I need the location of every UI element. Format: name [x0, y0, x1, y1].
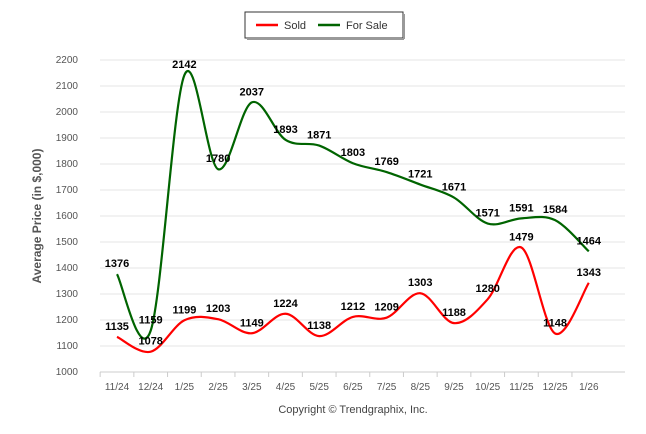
- data-label-sold: 1199: [172, 304, 196, 316]
- x-tick-label: 8/25: [411, 382, 431, 393]
- data-label-sold: 1138: [307, 320, 331, 332]
- data-label-for-sale: 1871: [307, 130, 331, 142]
- x-tick-label: 11/24: [105, 382, 130, 393]
- data-label-sold: 1078: [138, 336, 162, 348]
- data-label-for-sale: 2142: [172, 59, 196, 71]
- x-tick-label: 12/24: [138, 382, 163, 393]
- data-label-for-sale: 1571: [475, 208, 499, 220]
- data-label-sold: 1209: [374, 302, 398, 314]
- x-tick-label: 10/25: [475, 382, 500, 393]
- x-tick-label: 2/25: [208, 382, 228, 393]
- data-label-for-sale: 1671: [442, 182, 466, 194]
- y-tick-label: 2200: [56, 55, 79, 66]
- y-tick-label: 2000: [56, 107, 79, 118]
- data-label-for-sale: 1591: [509, 202, 533, 214]
- copyright-footer: Copyright © Trendgraphix, Inc.: [278, 404, 427, 416]
- data-label-sold: 1343: [577, 267, 601, 279]
- y-tick-label: 1700: [56, 185, 79, 196]
- data-label-for-sale: 1769: [374, 156, 398, 168]
- legend: Sold For Sale: [244, 11, 405, 40]
- data-label-sold: 1149: [240, 317, 264, 329]
- y-tick-label: 1300: [56, 289, 79, 300]
- data-label-sold: 1203: [206, 303, 230, 315]
- data-label-for-sale: 1893: [273, 124, 297, 136]
- series-line-sold: [116, 246, 590, 354]
- y-tick-label: 1400: [56, 263, 79, 274]
- data-label-sold: 1479: [509, 231, 533, 243]
- data-label-for-sale: 1464: [577, 235, 602, 247]
- data-label-for-sale: 1376: [105, 258, 129, 270]
- data-label-for-sale: 1803: [341, 147, 365, 159]
- data-label-sold: 1148: [543, 318, 567, 330]
- x-tick-label: 6/25: [343, 382, 363, 393]
- x-tick-label: 11/25: [509, 382, 534, 393]
- y-tick-label: 2100: [56, 81, 79, 92]
- y-tick-label: 1200: [56, 315, 79, 326]
- x-tick-label: 9/25: [444, 382, 464, 393]
- data-label-for-sale: 1780: [206, 153, 230, 165]
- data-label-sold: 1224: [273, 298, 298, 310]
- data-label-sold: 1280: [475, 283, 499, 295]
- y-tick-label: 1900: [56, 133, 79, 144]
- data-label-sold: 1188: [442, 307, 466, 319]
- data-label-sold: 1303: [408, 277, 432, 289]
- y-axis-label: Average Price (in $,000): [30, 149, 44, 284]
- y-tick-label: 1600: [56, 211, 79, 222]
- legend-label-for-sale: For Sale: [346, 20, 388, 32]
- x-tick-label: 5/25: [309, 382, 329, 393]
- y-tick-label: 1000: [56, 367, 79, 378]
- legend-label-sold: Sold: [284, 20, 306, 32]
- y-tick-label: 1500: [56, 237, 79, 248]
- x-tick-label: 1/26: [579, 382, 599, 393]
- data-label-for-sale: 1159: [139, 315, 163, 327]
- x-tick-label: 3/25: [242, 382, 262, 393]
- y-tick-label: 1100: [56, 341, 78, 352]
- x-tick-label: 1/25: [175, 382, 195, 393]
- x-tick-label: 12/25: [543, 382, 568, 393]
- data-label-sold: 1135: [105, 321, 129, 333]
- x-tick-label: 7/25: [377, 382, 397, 393]
- x-tick-label: 4/25: [276, 382, 296, 393]
- data-label-sold: 1212: [341, 301, 365, 313]
- y-tick-label: 1800: [56, 159, 79, 170]
- data-label-for-sale: 1584: [543, 204, 568, 216]
- data-label-for-sale: 1721: [408, 169, 432, 181]
- data-label-for-sale: 2037: [240, 86, 264, 98]
